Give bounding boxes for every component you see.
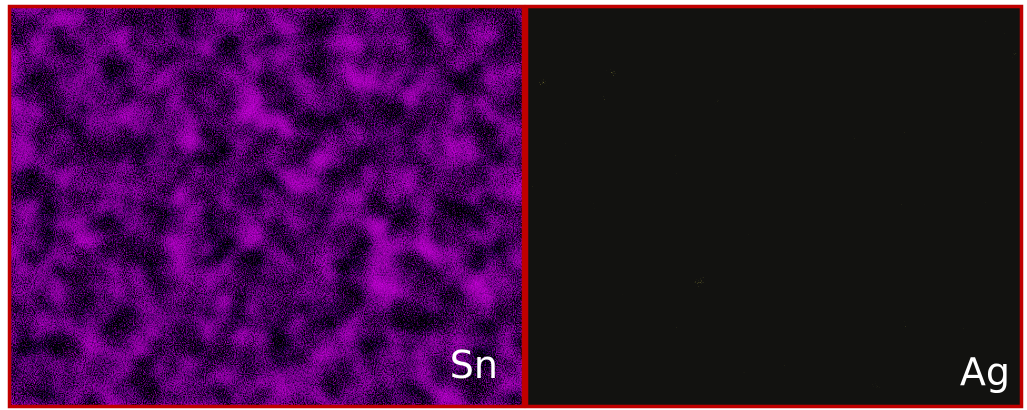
eds-maps: Sn Ag bbox=[0, 0, 1027, 410]
element-label: Sn bbox=[450, 343, 498, 387]
sn-map bbox=[8, 5, 525, 408]
sn-panel: Sn bbox=[8, 5, 525, 408]
element-label: Ag bbox=[960, 350, 1010, 394]
ag-panel: Ag bbox=[525, 5, 1023, 408]
page: {"panels": [{"label": "Sn"}, {"label": "… bbox=[0, 0, 1027, 410]
ag-map bbox=[525, 5, 1023, 408]
